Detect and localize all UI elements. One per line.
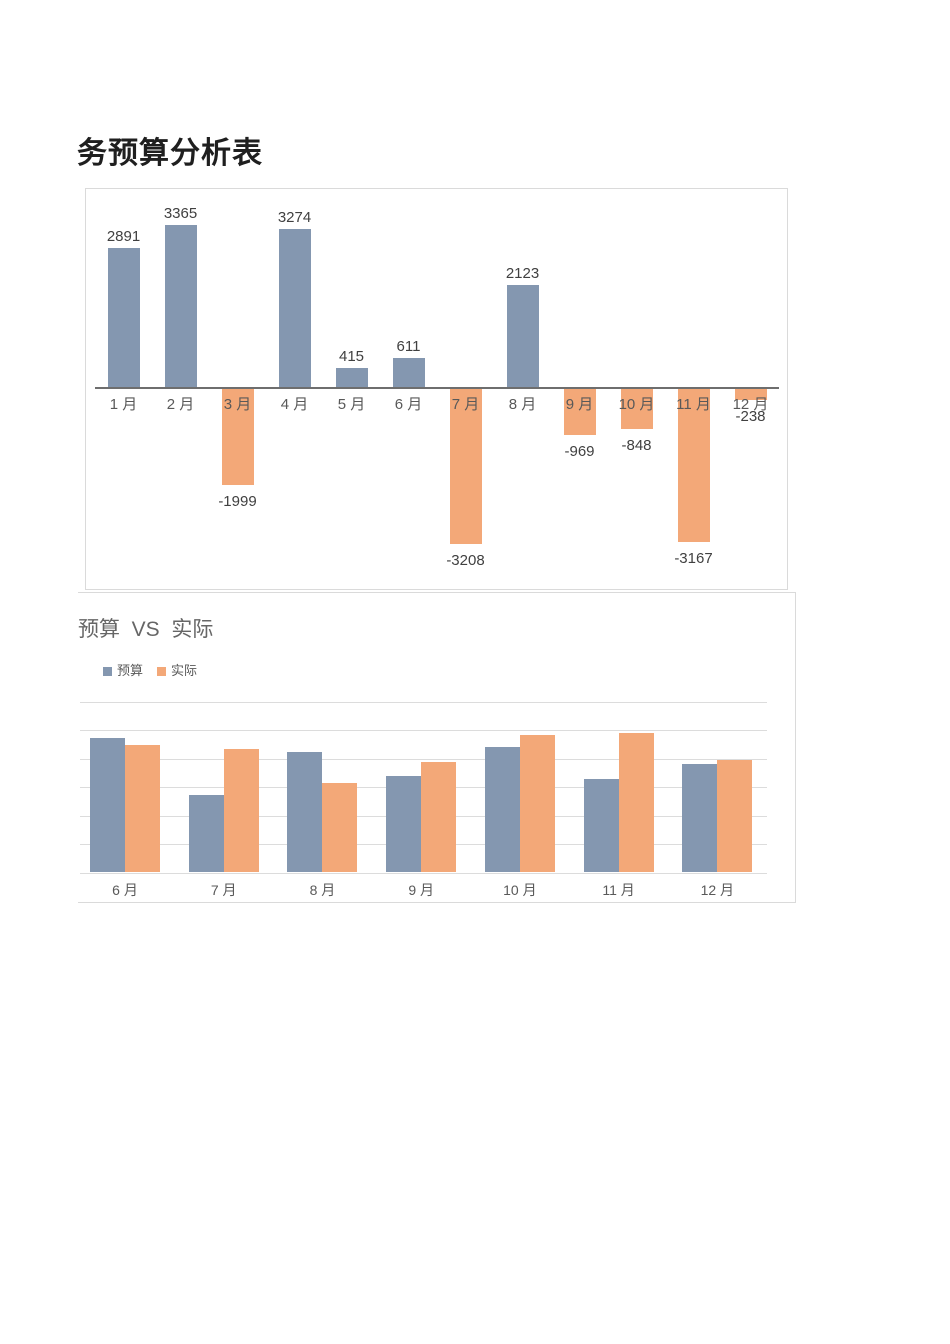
bar-1月[interactable]: [107, 247, 140, 388]
bar-budget-12月[interactable]: [682, 763, 718, 873]
bar-actual-11月[interactable]: [618, 733, 654, 873]
value-label: -848: [621, 437, 652, 455]
gridline: [80, 872, 767, 874]
category-label: 4 月: [280, 396, 309, 413]
budget-vs-actual-chart[interactable]: 6 月 7 月 8 月 9 月 10 月 11 月 12 月: [78, 592, 796, 903]
category-label: 3 月: [223, 396, 252, 413]
monthly-balance-chart[interactable]: 2891 1 月 3365 2 月 -1999 3 月 3274 4 月 415 5 月 611 6 …: [85, 188, 788, 590]
value-label: 2891: [106, 227, 141, 245]
bar-actual-10月[interactable]: [519, 734, 555, 873]
value-label: -969: [564, 443, 595, 461]
category-label: 8 月: [508, 396, 537, 413]
category-label: 6 月: [394, 396, 423, 413]
category-label: 5 月: [337, 396, 366, 413]
category-label: 10 月: [618, 396, 655, 413]
category-label: 8 月: [309, 881, 336, 898]
bar-budget-6月[interactable]: [90, 737, 125, 873]
zero-axis-line: [95, 387, 779, 389]
category-label: 7 月: [451, 396, 480, 413]
bar-5月[interactable]: [335, 367, 368, 388]
bar-actual-9月[interactable]: [421, 761, 457, 873]
bar-actual-12月[interactable]: [717, 760, 753, 873]
bar-budget-9月[interactable]: [386, 776, 422, 873]
legend-entry-actual[interactable]: 实际: [157, 664, 197, 678]
bar-10月[interactable]: [620, 388, 653, 430]
category-label: 6 月: [112, 881, 138, 898]
category-label: 12 月: [732, 396, 769, 413]
value-label: -3208: [446, 551, 485, 569]
bar-budget-7月[interactable]: [188, 795, 224, 873]
legend-label-actual: 实际: [171, 663, 198, 678]
bar-11月[interactable]: [677, 388, 710, 542]
bar-8月[interactable]: [506, 284, 539, 388]
bar-7月[interactable]: [449, 388, 482, 544]
value-label: 3274: [277, 209, 312, 227]
gridline: [80, 701, 767, 703]
value-label: 3365: [163, 204, 198, 222]
value-label: 2123: [505, 264, 540, 282]
legend-entry-budget[interactable]: 预算: [103, 664, 143, 678]
legend-label-budget: 预算: [117, 663, 144, 678]
gridline: [80, 758, 767, 760]
category-label: 2 月: [166, 396, 195, 413]
bar-actual-7月[interactable]: [223, 748, 259, 873]
bar-actual-8月[interactable]: [322, 782, 358, 873]
bar-9月[interactable]: [563, 388, 596, 436]
bar-actual-6月[interactable]: [125, 744, 160, 873]
value-label: -3167: [674, 549, 713, 567]
gridline: [80, 730, 767, 731]
legend-swatch-budget-icon: [103, 666, 112, 676]
category-label: 7 月: [210, 881, 237, 898]
value-label: 415: [338, 347, 365, 365]
value-label: 611: [396, 338, 421, 356]
category-label: 10 月: [503, 881, 537, 898]
bar-budget-10月[interactable]: [484, 747, 520, 873]
category-label: 11 月: [602, 881, 635, 898]
bar-3月[interactable]: [221, 388, 254, 486]
section-title-budget-vs-actual: 预算 VS 实际: [78, 618, 214, 641]
bar-budget-8月[interactable]: [287, 751, 323, 873]
value-label: -1999: [218, 493, 257, 511]
legend-swatch-actual-icon: [157, 666, 167, 676]
bar-4月[interactable]: [278, 229, 311, 388]
bar-12月[interactable]: [734, 388, 767, 400]
bar-budget-11月[interactable]: [583, 778, 619, 873]
bar-6月[interactable]: [392, 358, 425, 388]
page-title: 务预算分析表: [77, 137, 263, 170]
category-label: 11 月: [676, 396, 711, 413]
bar-2月[interactable]: [164, 224, 197, 388]
category-label: 9 月: [565, 396, 594, 413]
category-label: 1 月: [109, 396, 138, 413]
chart-legend: 预算 实际: [103, 664, 197, 678]
category-label: 12 月: [700, 881, 735, 898]
category-label: 9 月: [408, 881, 434, 898]
value-label: -238: [735, 407, 766, 425]
